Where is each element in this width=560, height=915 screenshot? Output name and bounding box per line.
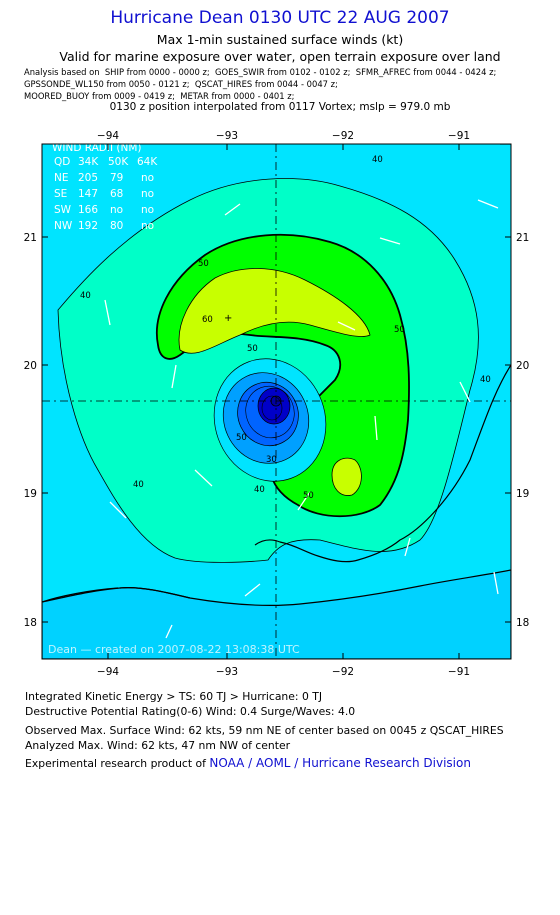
analysis-line: MOORED_BUOY from 0009 - 0419 z; METAR fr… [24,91,295,101]
wind-radii-cell: 68 [110,188,123,200]
wind-radii-cell: no [141,188,154,200]
wind-radii-cell: no [141,220,154,232]
wind-radii-cell: 80 [110,220,123,232]
lon-tick-label: −93 [216,130,238,142]
lat-tick-label: 19 [24,488,37,500]
position-note: 0130 z position interpolated from 0117 V… [109,101,451,113]
lat-tick-label: 18 [516,617,529,629]
longitude-labels-bottom: −94 −93 −92 −91 [97,666,470,678]
wind-radii-header: QD 34K 50K 64K [54,156,158,168]
latitude-labels-right: 21 20 19 18 [516,232,529,629]
longitude-labels-top: −94 −93 −92 −91 [97,130,470,142]
lat-tick-label: 19 [516,488,529,500]
hrd-link[interactable]: NOAA / AOML / Hurricane Research Divisio… [209,756,471,770]
ike-line: Integrated Kinetic Energy > TS: 60 TJ > … [25,690,323,703]
wind-radii-row: NW 192 80 no [54,220,154,232]
analysis-sources: Analysis based on SHIP from 0000 - 0000 … [24,66,496,102]
latitude-labels-left: 21 20 19 18 [24,232,37,629]
credit-line: Experimental research product of NOAA / … [25,756,471,770]
wind-band-60 [178,268,371,354]
dpr-line: Destructive Potential Rating(0-6) Wind: … [25,705,356,718]
wind-radii-row: SW 166 no no [54,204,154,216]
map-subtitle-exposure: Valid for marine exposure over water, op… [59,49,501,64]
lon-tick-label: −94 [97,666,119,678]
lat-tick-label: 21 [516,232,529,244]
wind-radii-cell: 79 [110,172,123,184]
contour-label: 50 [303,491,314,501]
wind-radii-cell: 34K [78,156,99,168]
lon-tick-label: −91 [448,666,470,678]
plot-frame [41,143,512,660]
contour-label: 50 [247,344,258,354]
contour-label: 40 [133,480,144,490]
contour-label: 60 [202,315,213,325]
contour-label: 40 [80,291,91,301]
wind-radii-cell: SW [54,204,72,216]
contour-label: 50 [394,325,405,335]
lat-tick-label: 18 [24,617,37,629]
tick-marks [42,144,511,659]
lat-tick-label: 20 [24,360,37,372]
analyzed-max-wind: Analyzed Max. Wind: 62 kts, 47 nm NW of … [25,739,291,752]
wind-radii-cell: 205 [78,172,98,184]
wind-radii-row: NE 205 79 no [54,172,154,184]
wind-radii-cell: NE [54,172,69,184]
wind-radii-cell: no [141,204,154,216]
wind-radii-cell: 192 [78,220,98,232]
contour-label: 40 [480,375,491,385]
wind-analysis-map: 40 40 40 40 50 50 50 50 50 60 30 40 + WI… [24,130,530,678]
contour-label: 40 [254,485,265,495]
observed-max-wind: Observed Max. Surface Wind: 62 kts, 59 n… [25,724,504,737]
max-wind-marker: + [224,313,232,324]
wind-radii-cell: SE [54,188,67,200]
wind-radii-table: WIND RADII (NM) QD 34K 50K 64K NE 205 79… [52,142,158,232]
wind-radii-row: SE 147 68 no [54,188,154,200]
wind-radii-cell: QD [54,156,70,168]
map-credit: Dean — created on 2007-08-22 13:08:38 UT… [48,643,300,656]
lon-tick-label: −93 [216,666,238,678]
wind-radii-cell: 147 [78,188,98,200]
wind-band-60-east [331,457,362,496]
contour-label: 30 [266,455,277,465]
contour-labels: 40 40 40 40 50 50 50 50 50 60 30 40 [80,155,491,501]
lon-tick-label: −91 [448,130,470,142]
lat-tick-label: 20 [516,360,529,372]
wind-radii-cell: no [110,204,123,216]
wind-radii-cell: 50K [108,156,129,168]
contour-label: 50 [198,259,209,269]
contour-label: 50 [236,433,247,443]
lon-tick-label: −94 [97,130,119,142]
map-title: Hurricane Dean 0130 UTC 22 AUG 2007 [110,8,450,28]
wind-vectors [104,199,499,639]
southern-water [42,569,511,659]
wind-radii-title: WIND RADII (NM) [52,142,142,154]
wind-radii-cell: NW [54,220,73,232]
yucatan-coastline [42,364,511,603]
wind-radii-cell: 166 [78,204,98,216]
lon-tick-label: −92 [332,666,354,678]
lat-tick-label: 21 [24,232,37,244]
wind-radii-cell: 64K [137,156,158,168]
wind-radii-cell: no [141,172,154,184]
contour-label: 40 [372,155,383,165]
map-subtitle-winds: Max 1-min sustained surface winds (kt) [156,32,404,47]
analysis-line: GPSSONDE_WL150 from 0050 - 0121 z; QSCAT… [24,79,338,89]
analysis-line: Analysis based on SHIP from 0000 - 0000 … [24,67,497,77]
credit-prefix: Experimental research product of [25,757,210,770]
lon-tick-label: −92 [332,130,354,142]
